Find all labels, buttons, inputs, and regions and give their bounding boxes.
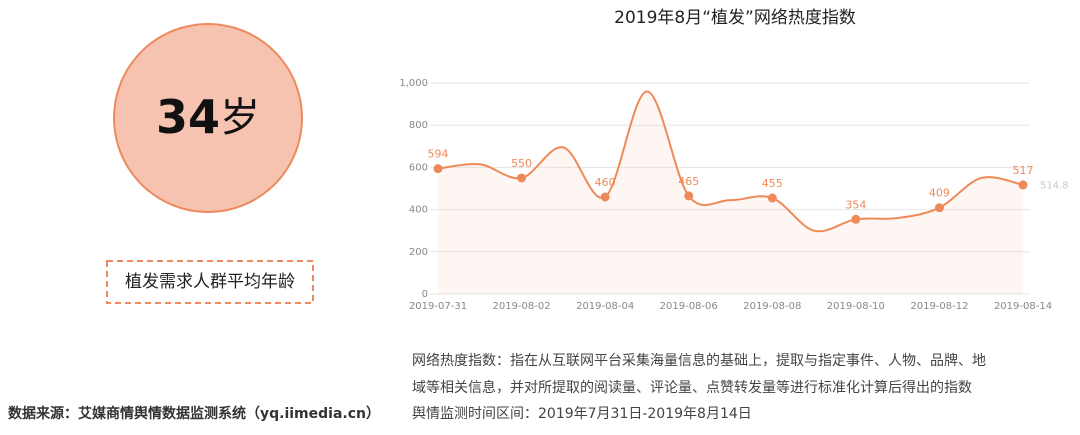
x-tick-label: 2019-07-31: [409, 301, 467, 312]
data-label: 455: [762, 177, 783, 190]
data-label: 409: [929, 187, 950, 200]
point: [433, 164, 443, 174]
age-circle: [113, 23, 303, 213]
x-tick-label: 2019-08-12: [910, 301, 968, 312]
x-tick-label: 2019-08-02: [493, 301, 551, 312]
x-tick-label: 2019-08-10: [827, 301, 885, 312]
area: [438, 91, 1023, 295]
age-label: 34岁: [156, 90, 260, 144]
note-line: 舆情监测时间区间：2019年7月31日-2019年8月14日: [412, 406, 752, 422]
age-number: 34: [156, 90, 220, 144]
x-tick-label: 2019-08-06: [660, 301, 718, 312]
chart-title: 2019年8月“植发”网络热度指数: [614, 8, 856, 28]
data-label: 465: [678, 175, 699, 188]
data-label: 594: [428, 148, 449, 161]
note-line: 域等相关信息，并对所提取的阅读量、评论量、点赞转发量等进行标准化计算后得出的指数: [412, 379, 972, 396]
age-unit: 岁: [220, 95, 260, 141]
y-tick-label: 400: [409, 205, 428, 216]
line: [437, 90, 1024, 233]
point: [684, 191, 694, 201]
caption: 植发需求人群平均年龄: [125, 272, 295, 292]
note-line: 网络热度指数：指在从互联网平台采集海量信息的基础上，提取与指定事件、人物、品牌、…: [412, 352, 986, 369]
data-label: 354: [845, 198, 866, 211]
caption-box: [106, 260, 314, 304]
x-tick-label: 2019-08-04: [576, 301, 634, 312]
point: [851, 214, 861, 224]
x-tick-label: 2019-08-08: [743, 301, 801, 312]
y-tick-label: 600: [409, 162, 428, 173]
data-label: 517: [1013, 164, 1034, 177]
source: 数据来源：艾媒商情舆情数据监测系统（yq.iimedia.cn）: [8, 405, 380, 422]
y-tick-label: 200: [409, 247, 428, 258]
y-tick-label: 800: [409, 120, 428, 131]
point: [767, 193, 777, 203]
point: [600, 192, 610, 202]
data-label: 550: [511, 157, 532, 170]
point: [934, 203, 944, 213]
data-label: 460: [595, 176, 616, 189]
point: [1018, 180, 1028, 190]
mean-label: 514.8: [1040, 180, 1069, 191]
y-tick-label: 0: [422, 289, 428, 300]
y-tick-label: 1,000: [399, 78, 428, 89]
x-tick-label: 2019-08-14: [994, 301, 1052, 312]
point: [517, 173, 527, 183]
